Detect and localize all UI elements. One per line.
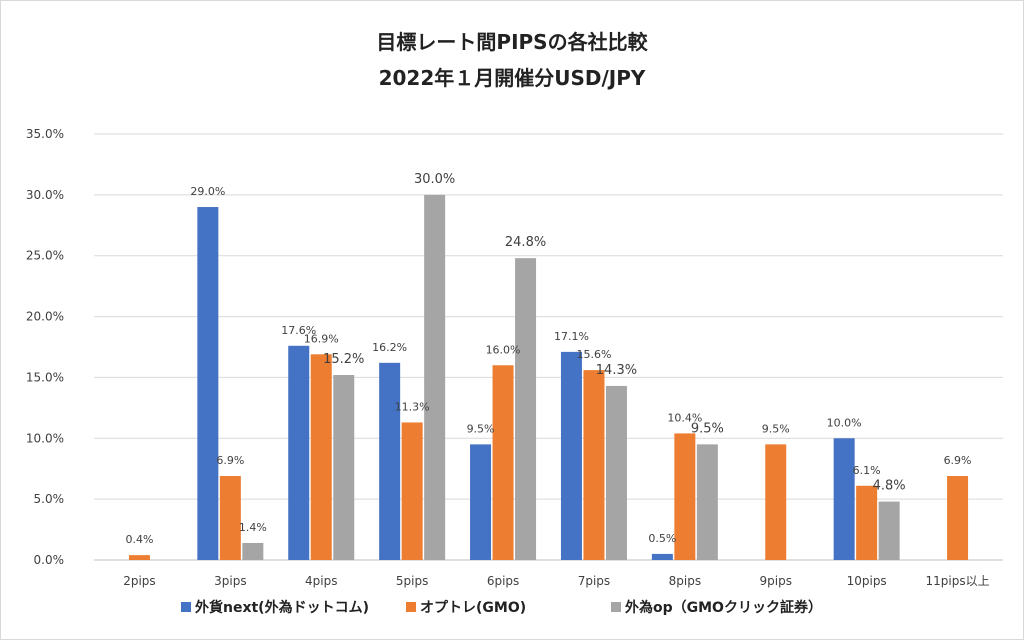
x-category-label: 11pips以上 <box>926 574 990 588</box>
bar <box>379 362 401 560</box>
legend-label: オプトレ(GMO) <box>420 600 526 616</box>
bar <box>856 485 878 560</box>
data-label: 9.5% <box>691 421 724 436</box>
bar <box>878 501 900 560</box>
x-axis-categories: 2pips 3pips 4pips 5pips 6pips 7pips 8pips 9pips… <box>123 574 989 588</box>
data-label: 16.2% <box>372 341 407 354</box>
chart-title: 目標レート間PIPSの各社比較 <box>376 30 648 54</box>
bar <box>674 433 696 560</box>
bar <box>219 476 241 560</box>
data-label: 15.6% <box>576 348 611 361</box>
x-category-label: 4pips <box>305 574 337 588</box>
legend: 外貨next(外為ドットコム) オプトレ(GMO) 外為op（GMOクリック証券） <box>181 599 822 616</box>
bar <box>242 542 264 560</box>
bars <box>128 194 969 560</box>
data-label: 1.4% <box>239 521 267 534</box>
data-label: 0.5% <box>648 532 676 545</box>
x-category-label: 7pips <box>578 574 610 588</box>
bar <box>651 553 673 560</box>
legend-label: 外為op（GMOクリック証券） <box>625 599 822 616</box>
data-labels: 29.0% 17.6% 16.2% 9.5% 17.1% 0.5% 10.0% 0.4% 6.9… <box>125 172 971 546</box>
bar <box>333 374 355 560</box>
bar <box>288 345 310 560</box>
data-label: 10.0% <box>827 416 862 429</box>
data-label: 4.8% <box>873 479 906 494</box>
x-category-label: 9pips <box>760 574 792 588</box>
legend-swatch <box>611 602 621 612</box>
legend-label: 外貨next(外為ドットコム) <box>195 599 369 616</box>
x-category-label: 2pips <box>123 574 155 588</box>
data-label: 10.4% <box>667 411 702 424</box>
bar <box>765 444 787 560</box>
y-tick-label: 30.0% <box>26 188 64 202</box>
y-axis-ticks: 0.0% 5.0% 10.0% 15.0% 20.0% 25.0% 30.0% 35.0% <box>26 127 64 567</box>
x-category-label: 8pips <box>669 574 701 588</box>
data-label: 29.0% <box>190 185 225 198</box>
data-label: 30.0% <box>414 172 455 187</box>
y-tick-label: 15.0% <box>26 370 64 384</box>
bar <box>401 422 423 560</box>
data-label: 24.8% <box>505 235 546 250</box>
data-label: 6.9% <box>216 454 244 467</box>
data-label: 9.5% <box>467 422 495 435</box>
legend-swatch <box>406 602 416 612</box>
y-tick-label: 10.0% <box>26 431 64 445</box>
data-label: 15.2% <box>323 352 364 367</box>
bar <box>696 444 718 560</box>
data-label: 9.5% <box>762 422 790 435</box>
bar <box>947 476 969 560</box>
data-label: 0.4% <box>125 533 153 546</box>
data-label: 11.3% <box>395 400 430 413</box>
x-category-label: 6pips <box>487 574 519 588</box>
y-tick-label: 35.0% <box>26 127 64 141</box>
bar <box>492 365 514 560</box>
bar <box>310 354 332 560</box>
data-label: 6.1% <box>853 464 881 477</box>
gridlines <box>94 133 1003 561</box>
bar <box>833 438 855 560</box>
bar <box>605 385 627 560</box>
x-category-label: 5pips <box>396 574 428 588</box>
data-label: 17.1% <box>554 330 589 343</box>
data-label: 14.3% <box>596 363 637 378</box>
bar <box>197 207 219 560</box>
legend-swatch <box>181 602 191 612</box>
data-label: 16.0% <box>486 343 521 356</box>
data-label: 16.9% <box>304 332 339 345</box>
data-label: 6.9% <box>944 454 972 467</box>
data-label: 17.6% <box>281 324 316 337</box>
y-tick-label: 20.0% <box>26 310 64 324</box>
y-tick-label: 25.0% <box>26 249 64 263</box>
chart-subtitle: 2022年１月開催分USD/JPY <box>379 66 646 90</box>
bar <box>128 555 150 560</box>
x-category-label: 10pips <box>847 574 887 588</box>
bar <box>515 258 537 560</box>
bar <box>470 444 492 560</box>
bar <box>424 194 446 560</box>
bar <box>583 370 605 560</box>
bar <box>560 351 582 560</box>
x-category-label: 3pips <box>214 574 246 588</box>
y-tick-label: 0.0% <box>34 553 65 567</box>
y-tick-label: 5.0% <box>34 492 65 506</box>
